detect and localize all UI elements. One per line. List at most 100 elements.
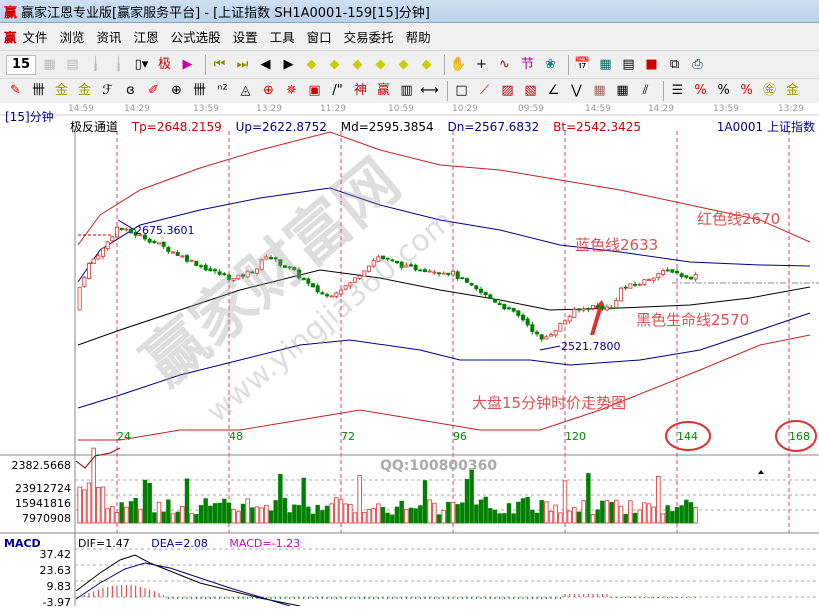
menu-tools[interactable]: 工具 [269, 30, 295, 45]
candle-down [394, 260, 399, 264]
time-label: 10:29 [452, 104, 478, 114]
candle-down [577, 308, 582, 311]
triangle-icon[interactable]: ◬ [240, 83, 251, 98]
right-icon[interactable]: ▶ [283, 56, 294, 72]
zoom-out-icon[interactable]: ◆ [375, 56, 386, 72]
candle-up [572, 308, 577, 318]
hand-icon[interactable]: ✋ [450, 56, 467, 72]
gold2-icon[interactable]: 金 [77, 83, 91, 98]
candle-down [301, 277, 306, 281]
volume-bar [614, 499, 619, 524]
chart-canvas[interactable] [0, 103, 819, 606]
volume-bar [618, 505, 624, 524]
pen-icon[interactable]: ✎ [10, 83, 21, 98]
extreme-icon[interactable]: 极 [157, 56, 171, 72]
gann-grid-icon[interactable]: ▦ [593, 83, 606, 98]
zoom-in-icon[interactable]: ◆ [352, 56, 363, 72]
menu-window[interactable]: 窗口 [306, 30, 332, 45]
diamond-right-icon[interactable]: ◆ [329, 56, 340, 72]
width-icon[interactable]: ⟷ [420, 83, 439, 98]
candle-up [656, 273, 661, 278]
volume-bar [320, 510, 325, 524]
cross-diamond-icon[interactable]: ◆ [421, 56, 432, 72]
line-icon[interactable]: ∿ [499, 56, 510, 72]
n2-icon[interactable]: ⁿ² [217, 83, 228, 98]
flag-icon[interactable]: ▶ [182, 56, 193, 72]
volume-bar [278, 474, 283, 524]
bars-icon[interactable]: ╽ [91, 56, 100, 72]
gann-fan-icon[interactable]: ▧ [524, 83, 537, 98]
angle-icon[interactable]: ∠ [547, 83, 560, 98]
volume-bar [371, 508, 376, 524]
menu-file[interactable]: 文件 [22, 30, 48, 45]
menu-help[interactable]: 帮助 [405, 30, 431, 45]
volume-bar [436, 514, 442, 524]
levels-icon[interactable]: ☰ [671, 83, 684, 98]
menu-logo[interactable]: 赢 [4, 30, 17, 45]
volume-bar [142, 479, 148, 524]
volume-bar [152, 512, 157, 524]
win-icon[interactable]: 赢 [376, 83, 390, 98]
volume-bar [483, 496, 488, 524]
circle-icon[interactable]: ⊕ [171, 83, 182, 98]
chart-icon[interactable]: ▦ [43, 56, 56, 72]
network-icon[interactable]: ⧉ [669, 56, 680, 72]
percent-icon[interactable]: % [717, 83, 730, 98]
calendar-icon[interactable]: 📅 [574, 56, 591, 72]
candle-up [567, 316, 572, 322]
square-grid-icon[interactable]: ▦ [616, 83, 629, 98]
period-select[interactable]: 15 ▾ [6, 54, 36, 90]
god-icon[interactable]: 神 [353, 83, 367, 98]
diamond-left-icon[interactable]: ◆ [306, 56, 317, 72]
target-icon[interactable]: ⊕ [263, 83, 274, 98]
rect-icon[interactable]: □ [455, 83, 468, 98]
percent-levels-icon[interactable]: % [740, 83, 753, 98]
volume-bar [469, 469, 474, 524]
volume-bar [474, 504, 479, 524]
first-icon[interactable]: ⏮ [213, 56, 226, 72]
calculator-icon[interactable]: ▦ [599, 56, 612, 72]
crosshair-icon[interactable]: + [476, 56, 487, 72]
menu-info[interactable]: 资讯 [96, 30, 122, 45]
zigzag-icon[interactable]: ⋁ [571, 83, 582, 98]
candle-type-icon[interactable]: ▯▾ [134, 56, 149, 72]
gold-levels-icon[interactable]: 金 [785, 83, 799, 98]
menu-formula[interactable]: 公式选股 [170, 30, 221, 45]
candle-up [156, 242, 161, 245]
percent-line-icon[interactable]: % [694, 83, 707, 98]
ruler-icon[interactable]: ▥ [400, 83, 413, 98]
spiral-icon[interactable]: ɞ [126, 83, 135, 98]
bars2-icon[interactable]: ╽ [114, 56, 123, 72]
period-lines-icon[interactable]: 卌 [192, 83, 206, 98]
menu-browse[interactable]: 浏览 [59, 30, 85, 45]
last-icon[interactable]: ⏭ [236, 56, 249, 72]
candle-down [413, 264, 418, 271]
left-icon[interactable]: ◀ [260, 56, 271, 72]
gold-circle-icon[interactable]: ㊎ [762, 83, 776, 98]
candle-down [147, 238, 152, 243]
parallel-icon[interactable]: ⫽ [642, 83, 649, 98]
star-diamond-icon[interactable]: ◆ [398, 56, 409, 72]
volume-bar [114, 512, 120, 524]
menu-gann[interactable]: 江恩 [133, 30, 159, 45]
tick-icon[interactable]: /" [332, 83, 343, 98]
holiday-icon[interactable]: 节 [520, 56, 534, 72]
menu-trade[interactable]: 交易委托 [343, 30, 394, 45]
high-price-label: 2675.3601 [135, 224, 195, 237]
box-icon[interactable]: ▣ [308, 83, 321, 98]
fan-icon[interactable]: ⟋ [479, 83, 490, 98]
doc-icon[interactable]: ▤ [66, 56, 79, 72]
fib-icon[interactable]: ℱ [102, 83, 113, 98]
print-icon[interactable]: ⎙ [692, 56, 703, 72]
pattern-icon[interactable]: ❀ [545, 56, 556, 72]
gann-box-icon[interactable]: ▨ [501, 83, 514, 98]
save-icon[interactable]: ■ [645, 56, 658, 72]
star-icon[interactable]: ✵ [286, 83, 297, 98]
eraser-icon[interactable]: ✐ [148, 83, 159, 98]
gold-icon[interactable]: 金 [54, 83, 68, 98]
grid-lines-icon[interactable]: 卌 [31, 83, 45, 98]
notes-icon[interactable]: ▤ [622, 56, 635, 72]
menu-settings[interactable]: 设置 [232, 30, 258, 45]
kline-chart[interactable]: [15]分钟 14:59 14:29 13:59 13:29 11:29 10:59 10:… [0, 103, 819, 609]
volume-bar [338, 499, 344, 524]
